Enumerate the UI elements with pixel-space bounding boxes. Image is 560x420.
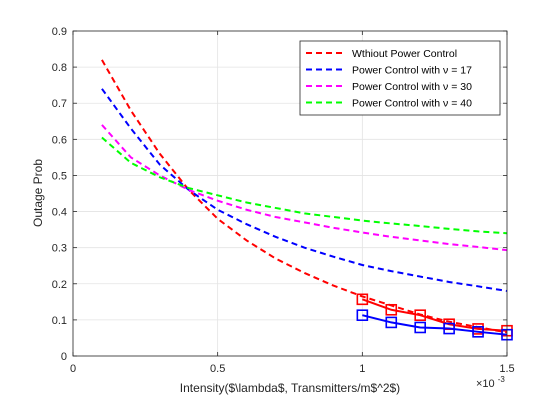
legend-box: [299, 40, 501, 116]
y-tick-label: 0.7: [52, 98, 67, 110]
x-tick-label: 1.5: [499, 363, 514, 375]
x-tick-label: 0.5: [210, 363, 225, 375]
y-tick-label: 0.1: [52, 315, 67, 327]
series-line-2: [101, 124, 508, 252]
legend: Wthiout Power Control Power Control with …: [299, 40, 501, 116]
series-line-3: [101, 136, 508, 235]
plot-frame: [72, 30, 508, 357]
y-tick-label: 0.5: [52, 170, 67, 182]
series-5-marker: [443, 322, 455, 335]
axis-ticks: 0 0.5 1 1.5 0 0.1 0.2 0.3 0.4 0.5 0.6 0.7 0.8 0.9: [52, 26, 515, 375]
x-tick-label: 1: [359, 363, 365, 375]
y-tick-label: 0.3: [52, 243, 67, 255]
series-5-marker: [414, 321, 427, 334]
series-5-marker: [385, 316, 398, 329]
y-tick-label: 0: [61, 351, 67, 363]
y-tick-label: 0.9: [52, 26, 67, 38]
x-axis-exponent-base: ×10: [476, 378, 495, 390]
series-5-marker: [472, 326, 484, 338]
series-line-0: [101, 59, 508, 334]
x-axis-exponent-power: -3: [498, 375, 506, 384]
x-tick-label: 0: [70, 363, 76, 375]
legend-label: Power Control with ν = 30: [352, 81, 472, 93]
legend-items: Wthiout Power Control Power Control with …: [306, 48, 472, 110]
y-tick-label: 0.2: [52, 279, 67, 291]
y-tick-label: 0.4: [52, 207, 67, 219]
legend-label: Power Control with ν = 40: [352, 98, 472, 110]
series-4-marker: [385, 303, 398, 316]
series-4-marker: [414, 309, 427, 321]
x-axis-label: Intensity($\lambda$, Transmitters/m$^2$): [180, 381, 400, 395]
series-line-1: [101, 88, 508, 292]
y-axis-label: Outage Prob: [31, 159, 45, 227]
y-tick-label: 0.8: [52, 62, 67, 74]
legend-label: Power Control with ν = 17: [352, 65, 472, 77]
series-4-marker: [356, 293, 369, 306]
x-axis-exponent: ×10 -3: [476, 375, 505, 390]
series-5-marker: [356, 309, 369, 321]
y-tick-label: 0.6: [52, 134, 67, 146]
legend-label: Wthiout Power Control: [352, 48, 457, 60]
